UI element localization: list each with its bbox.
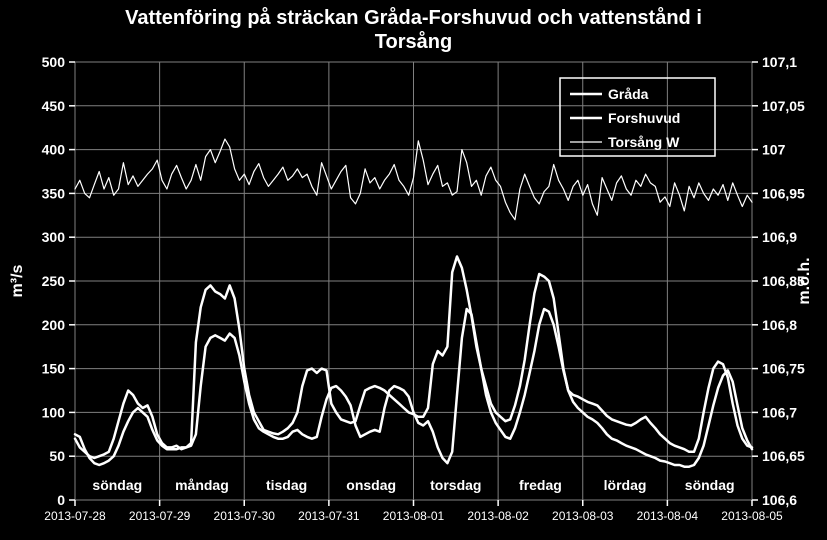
day-label: lördag [604,477,647,493]
day-label: måndag [175,477,229,493]
svg-text:106,8: 106,8 [762,317,797,333]
svg-text:2013-07-30: 2013-07-30 [214,509,276,523]
svg-text:100: 100 [42,404,66,420]
day-label: tisdag [266,477,307,493]
svg-text:107,1: 107,1 [762,54,797,70]
day-label: söndag [92,477,142,493]
chart-root: Vattenföring på sträckan Gråda-Forshuvud… [0,0,827,540]
svg-text:350: 350 [42,185,66,201]
svg-text:2013-08-04: 2013-08-04 [637,509,699,523]
svg-text:2013-07-31: 2013-07-31 [298,509,360,523]
y-axis-right-label: m.ö.h. [796,257,813,304]
svg-text:106,75: 106,75 [762,361,805,377]
svg-text:500: 500 [42,54,66,70]
svg-text:106,9: 106,9 [762,229,797,245]
svg-text:107: 107 [762,142,786,158]
svg-text:2013-08-05: 2013-08-05 [721,509,783,523]
svg-text:0: 0 [57,492,65,508]
svg-text:2013-08-02: 2013-08-02 [467,509,529,523]
svg-text:106,6: 106,6 [762,492,797,508]
legend-item-label: Forshuvud [608,110,680,126]
svg-text:106,95: 106,95 [762,185,805,201]
day-label: onsdag [346,477,396,493]
svg-text:2013-07-28: 2013-07-28 [44,509,106,523]
day-label: söndag [685,477,735,493]
svg-text:300: 300 [42,229,66,245]
svg-text:107,05: 107,05 [762,98,805,114]
legend-item-label: Torsång W [608,134,680,150]
day-label: torsdag [430,477,481,493]
legend-item-label: Gråda [608,86,649,102]
svg-text:Torsång: Torsång [375,30,452,53]
svg-text:200: 200 [42,317,66,333]
svg-text:50: 50 [49,448,65,464]
svg-text:400: 400 [42,142,66,158]
chart-svg: Vattenföring på sträckan Gråda-Forshuvud… [0,0,827,540]
svg-text:106,65: 106,65 [762,448,805,464]
svg-text:150: 150 [42,361,66,377]
svg-text:250: 250 [42,273,66,289]
svg-text:106,7: 106,7 [762,404,797,420]
day-label: fredag [519,477,562,493]
svg-text:2013-07-29: 2013-07-29 [129,509,191,523]
svg-text:450: 450 [42,98,66,114]
svg-text:2013-08-03: 2013-08-03 [552,509,614,523]
y-axis-left-label: m³/s [9,264,26,297]
svg-text:Vattenföring på sträckan Gråda: Vattenföring på sträckan Gråda-Forshuvud… [125,6,702,29]
svg-text:2013-08-01: 2013-08-01 [383,509,445,523]
